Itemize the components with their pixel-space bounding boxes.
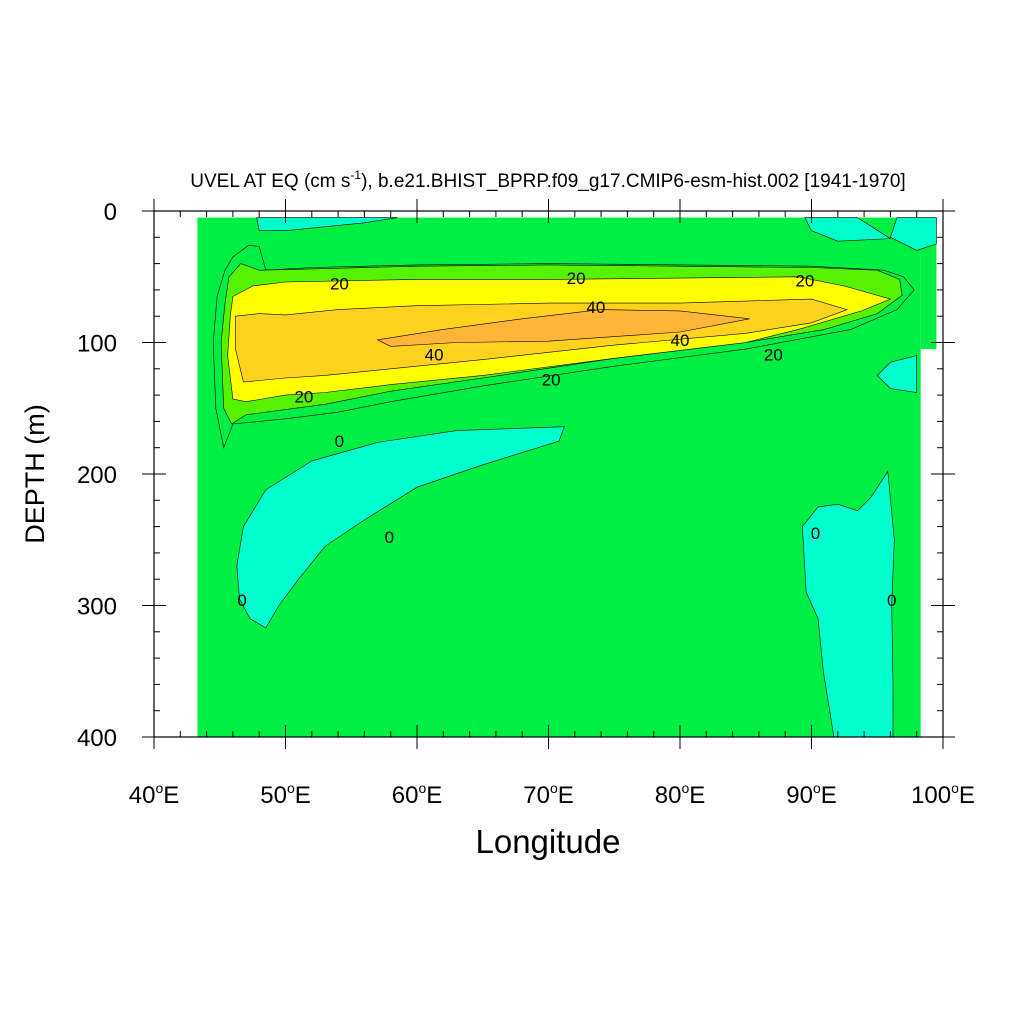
contour-region-below-0 <box>876 355 917 393</box>
x-tick-label: 40oE <box>129 780 180 809</box>
contour-region-below-0 <box>256 217 398 231</box>
chart-title: UVEL AT EQ (cm s-1), b.e21.BHIST_BPRP.f0… <box>190 168 905 192</box>
title-suffix: ), b.e21.BHIST_BPRP.f09_g17.CMIP6-esm-hi… <box>361 171 906 192</box>
contour-region-below-0 <box>890 217 937 251</box>
contour-label: 0 <box>385 528 394 547</box>
x-tick-label: 60oE <box>392 780 443 809</box>
contour-label: 0 <box>335 432 344 451</box>
x-tick-label: 70oE <box>523 780 574 809</box>
y-tick-label: 300 <box>77 594 117 621</box>
contour-region-above-40 <box>376 309 750 347</box>
y-tick-label: 100 <box>77 331 117 358</box>
x-tick-label: 100oE <box>911 780 975 809</box>
contour-edge-fill <box>920 217 937 350</box>
x-axis-label: Longitude <box>476 823 621 860</box>
title-superscript: -1 <box>350 168 361 182</box>
contour-label: 20 <box>764 345 783 364</box>
contour-label: 40 <box>425 345 444 364</box>
contour-label: 20 <box>294 387 313 406</box>
contour-label: 40 <box>586 298 605 317</box>
contour-label: 40 <box>671 331 690 350</box>
x-tick-label: 50oE <box>260 780 311 809</box>
contour-region-below-0 <box>801 470 895 738</box>
contour-label: 20 <box>795 272 814 291</box>
contour-label: 0 <box>887 591 896 610</box>
contour-label: 20 <box>330 274 349 293</box>
contour-label: 20 <box>542 370 561 389</box>
y-tick-label: 0 <box>104 199 117 226</box>
x-axis: 40oE 50oE 60oE 70oE 80oE 90oE 100oE <box>129 199 975 809</box>
x-tick-label: 90oE <box>786 780 837 809</box>
x-tick-label: 80oE <box>655 780 706 809</box>
contour-label: 20 <box>567 269 586 288</box>
y-tick-label: 200 <box>77 462 117 489</box>
contour-region-below-0 <box>236 426 565 629</box>
title-prefix: UVEL AT EQ (cm s <box>190 171 350 192</box>
contour-label: 0 <box>237 591 246 610</box>
contour-region-below-0 <box>804 217 892 242</box>
contour-fill-layer <box>197 217 937 738</box>
contour-label: 0 <box>811 524 820 543</box>
y-tick-label: 400 <box>77 725 117 752</box>
y-axis-label: DEPTH (m) <box>20 404 50 543</box>
